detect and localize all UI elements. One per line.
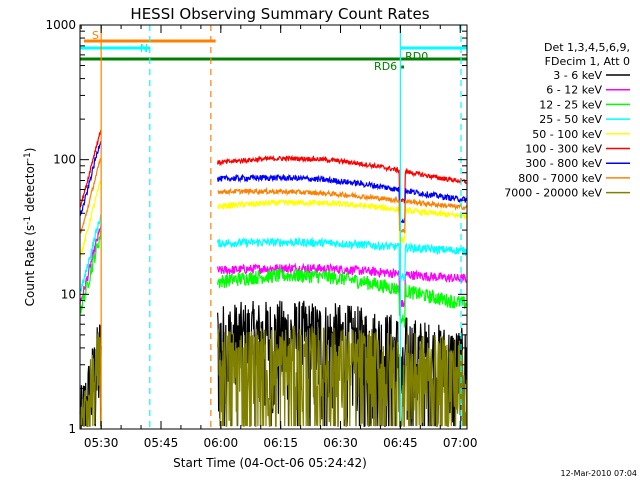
x-tick-label: 06:00 [204,436,239,450]
event-lines [100,25,462,429]
legend-label: 100 - 300 keV [525,143,602,156]
legend-label: 12 - 25 keV [539,98,602,111]
flag-label: S [92,29,99,42]
chart-title: HESSI Observing Summary Count Rates [130,5,429,23]
y-axis-ticks: 1 10 100 1000 [45,18,467,436]
x-tick-label: 05:45 [144,436,179,450]
plot-marks [79,129,468,427]
legend-label: 300 - 800 keV [525,157,602,170]
series-line [217,186,468,234]
series-line [217,300,468,427]
series-line [217,267,467,328]
x-tick-label: 06:30 [323,436,358,450]
series-line [80,332,102,427]
y-tick-label: 1 [68,422,76,436]
x-axis-ticks: 05:30 05:45 06:00 06:15 06:30 06:45 07:00 [80,25,478,450]
series-line [79,129,102,208]
series-line [79,214,102,292]
series-line [79,140,102,216]
x-tick-label: 05:30 [84,436,119,450]
y-tick-label: 100 [53,153,76,167]
y-tick-label: 10 [61,287,76,301]
series-line [217,173,468,224]
legend-header-line1: Det 1,3,4,5,6,9, [544,41,630,54]
legend-label: 6 - 12 keV [546,84,602,97]
series-line [217,262,468,308]
x-tick-label: 06:15 [263,436,298,450]
series-line [79,223,102,305]
x-tick-label: 06:45 [383,436,418,450]
legend-label: 3 - 6 keV [553,69,602,82]
series-line [217,154,468,204]
plot-timestamp: 12-Mar-2010 07:04 [561,469,638,478]
flag-label: RD0 [405,50,428,63]
series-line [79,157,102,234]
y-axis-label: Count Rate (s-1 detector-1) [23,148,37,307]
legend-label: 25 - 50 keV [539,113,602,126]
x-axis-label: Start Time (04-Oct-06 05:24:42) [173,456,367,470]
flag-label: RD6 [374,60,397,73]
plot-frame [79,24,468,430]
legend-label: 50 - 100 keV [532,128,602,141]
legend-header-line2: FDecim 1, Att 0 [545,55,630,68]
series-line [79,229,102,314]
x-tick-label: 07:00 [443,436,478,450]
series-line [217,325,468,427]
legend-label: 7000 - 20000 keV [504,187,602,200]
series-line [217,199,467,245]
series-line [79,180,102,259]
y-tick-label: 1000 [45,18,76,32]
flag-label: N [140,42,148,55]
legend-label: 800 - 7000 keV [518,172,602,185]
flag-bars: S N RD6 RD0 [80,29,467,73]
series-line [217,236,468,283]
